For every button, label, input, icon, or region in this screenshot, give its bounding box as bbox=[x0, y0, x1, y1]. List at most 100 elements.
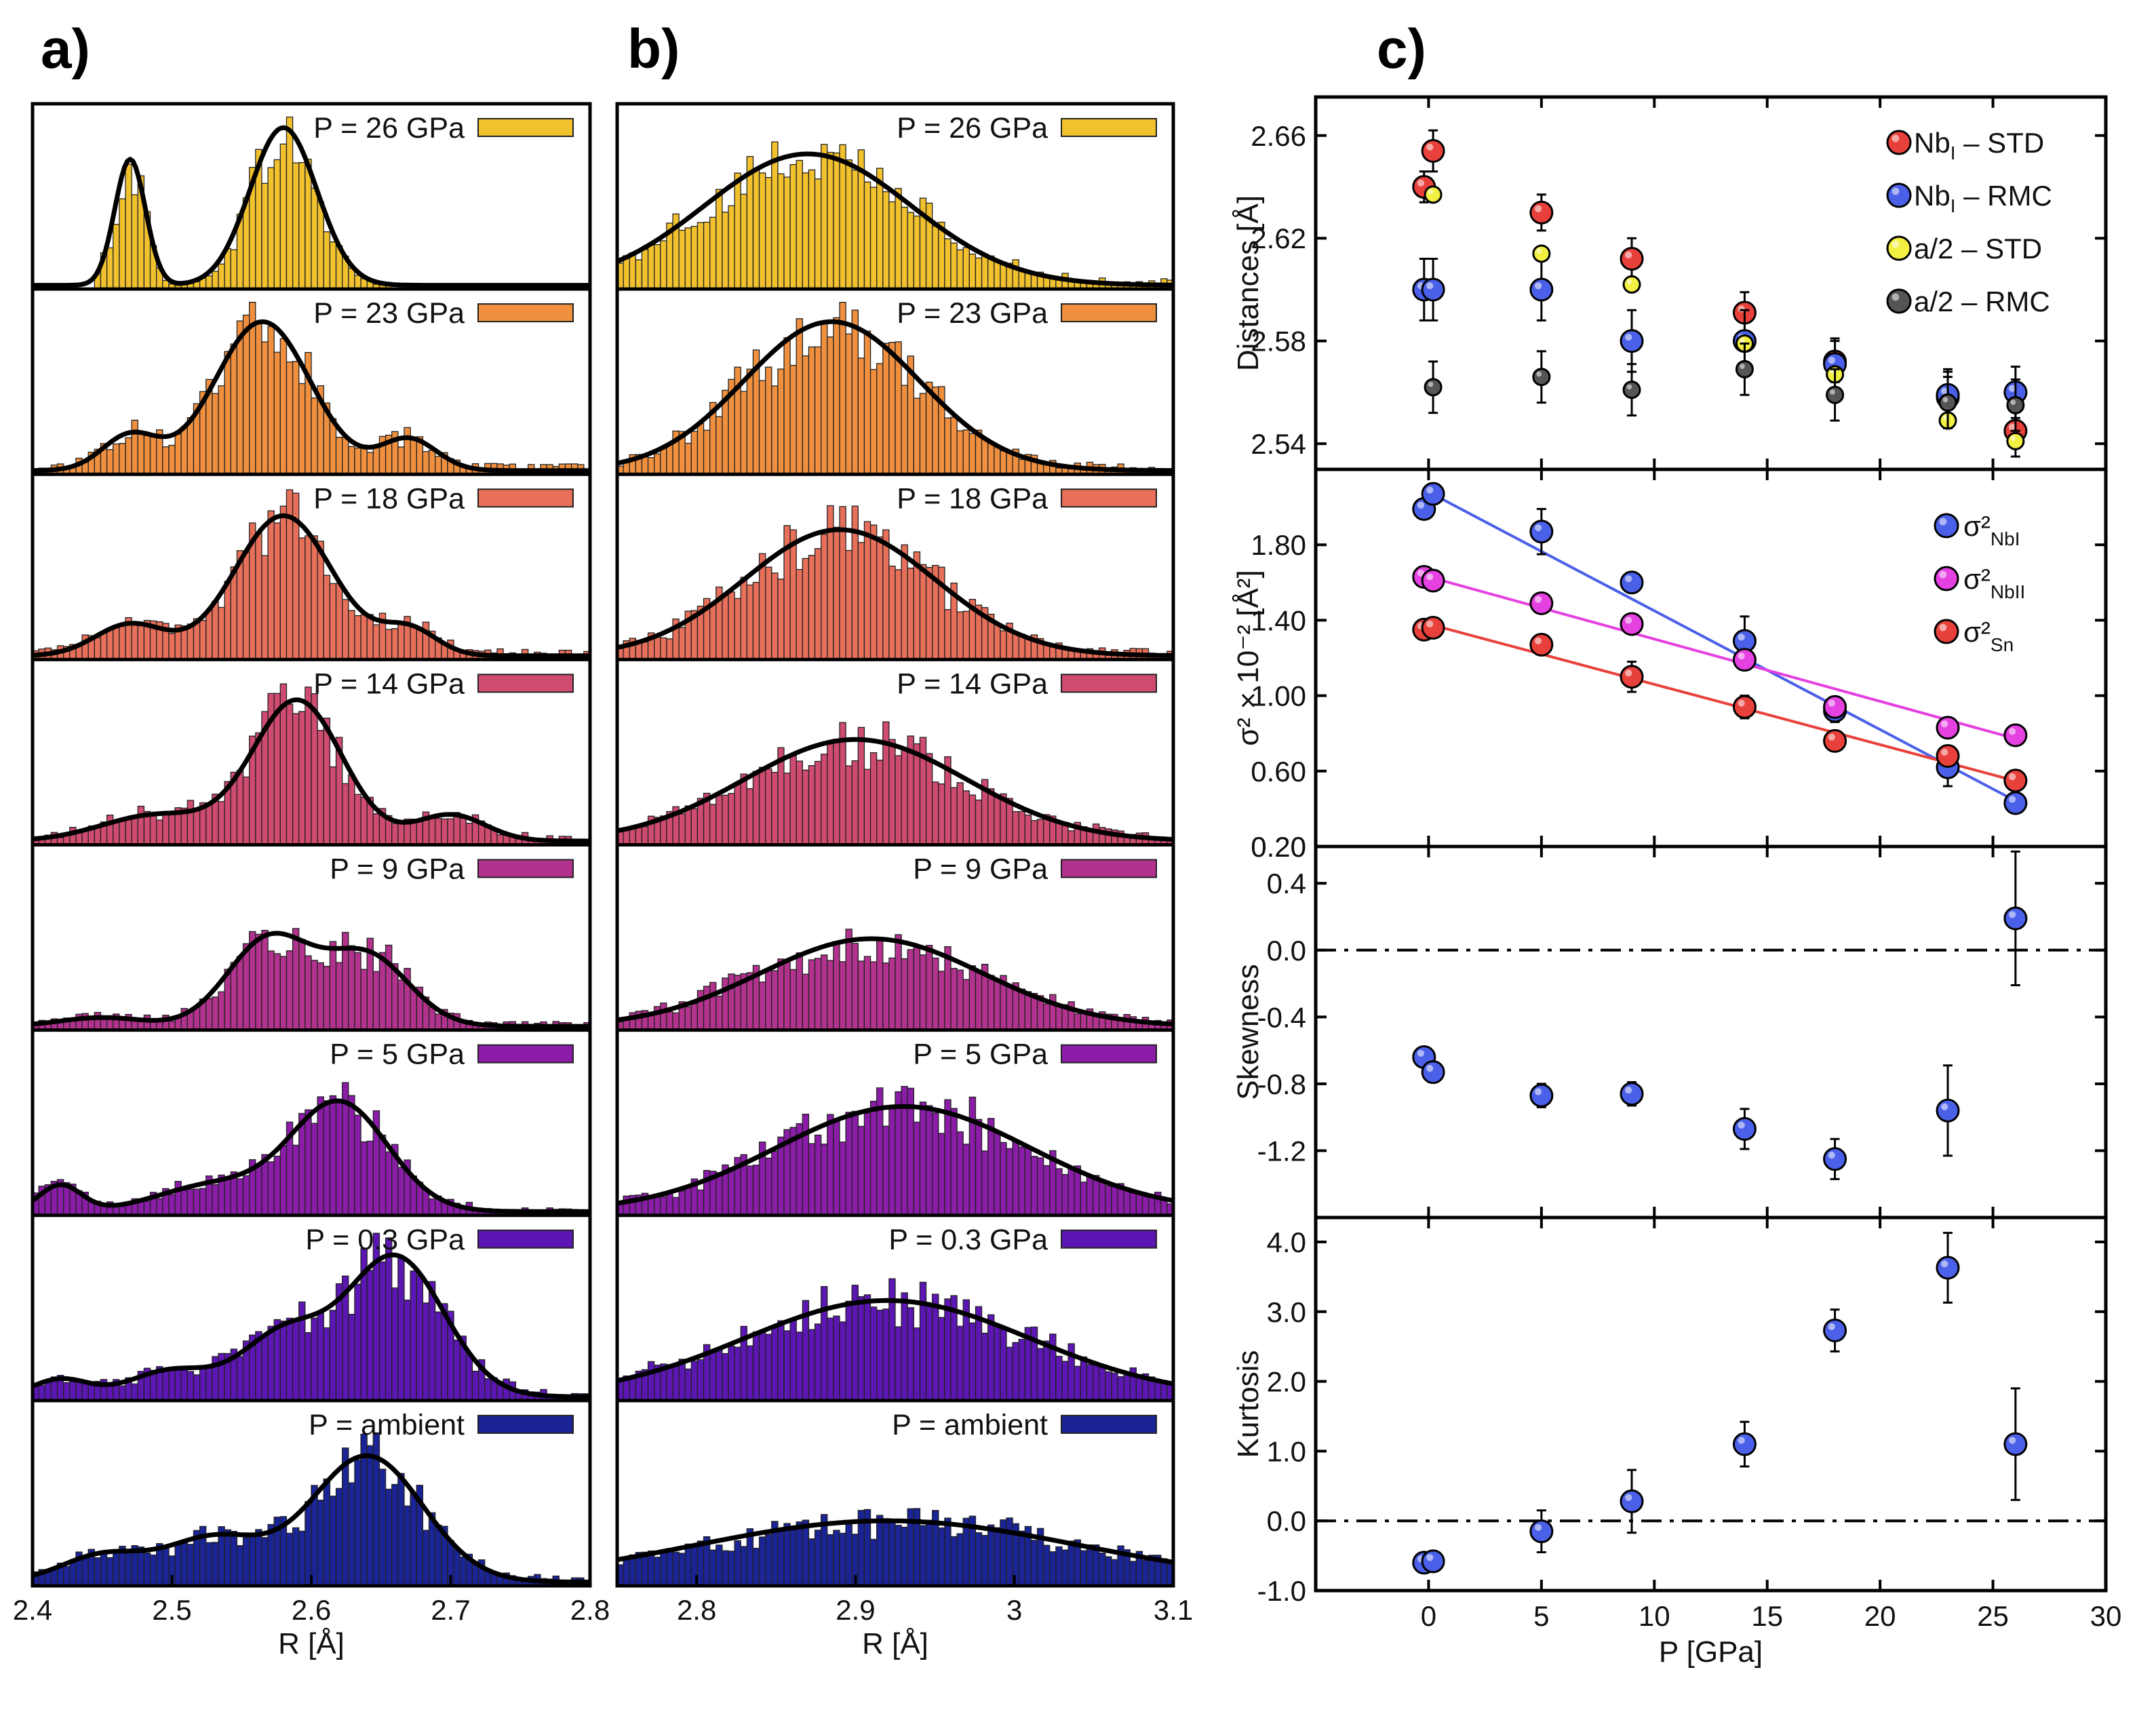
histogram-bar bbox=[863, 956, 871, 1030]
histogram-bar bbox=[366, 1445, 374, 1586]
histogram-bar bbox=[404, 1505, 411, 1586]
point-highlight bbox=[1828, 699, 1835, 707]
histogram-bar bbox=[168, 444, 176, 474]
envelope-curve bbox=[616, 151, 1173, 288]
histogram-bar bbox=[802, 172, 810, 289]
histogram-bar bbox=[106, 814, 114, 845]
histogram-bar bbox=[459, 1556, 467, 1586]
point-highlight bbox=[1941, 1260, 1948, 1268]
data-point bbox=[1424, 185, 1443, 204]
data-point bbox=[1532, 244, 1551, 263]
histogram-bar bbox=[113, 1553, 120, 1586]
histogram-bar bbox=[378, 952, 387, 1030]
histogram-bar bbox=[1024, 272, 1032, 289]
fit-line bbox=[1428, 623, 2016, 783]
histogram-bar bbox=[690, 1003, 699, 1030]
y-axis-label: Kurtosis bbox=[1232, 1350, 1265, 1458]
x-axis-label: R [Å] bbox=[278, 1627, 345, 1660]
histogram-bar bbox=[839, 961, 846, 1030]
histogram-bar bbox=[857, 1296, 865, 1401]
histogram-bar bbox=[292, 1527, 300, 1586]
histogram-bar bbox=[746, 368, 754, 474]
histogram-bar bbox=[335, 583, 343, 660]
histogram-bar bbox=[156, 1021, 163, 1030]
histogram-bar bbox=[833, 152, 840, 289]
histogram-bar bbox=[814, 346, 822, 474]
histogram-bar bbox=[329, 583, 337, 660]
histogram-bar bbox=[789, 1527, 797, 1586]
x-tick-label: 5 bbox=[1533, 1600, 1549, 1632]
pressure-label: P = 9 GPa bbox=[913, 853, 1048, 886]
histogram-bar bbox=[821, 1144, 828, 1215]
histogram-bar bbox=[137, 431, 145, 474]
histogram-bar bbox=[143, 1552, 151, 1586]
data-point bbox=[1934, 513, 1959, 539]
histogram-bar bbox=[348, 1095, 355, 1215]
histogram-bar bbox=[654, 1557, 661, 1586]
panel-c-label: c) bbox=[1377, 18, 1426, 80]
histogram-bar bbox=[863, 1112, 871, 1215]
legend-label: σ²NbII bbox=[1963, 563, 2025, 602]
data-point bbox=[1421, 277, 1445, 302]
histogram-bar bbox=[925, 1105, 933, 1215]
histogram-bar bbox=[311, 1123, 318, 1215]
histogram-bar bbox=[1000, 1327, 1007, 1401]
histogram-bar bbox=[709, 216, 717, 289]
point-highlight bbox=[2008, 911, 2016, 918]
histogram-bar bbox=[125, 163, 132, 289]
histogram-bar bbox=[397, 446, 405, 474]
histogram-bar bbox=[1049, 1551, 1057, 1586]
point-highlight bbox=[1625, 575, 1632, 583]
histogram-bar bbox=[635, 259, 643, 289]
histogram-bar bbox=[925, 1302, 933, 1401]
histogram-bar bbox=[975, 971, 983, 1030]
histogram-bar bbox=[869, 524, 878, 660]
x-tick-label: 20 bbox=[1864, 1600, 1896, 1632]
histogram-bar bbox=[261, 555, 269, 660]
histogram-bar bbox=[684, 1368, 692, 1401]
histogram-bar bbox=[410, 439, 417, 474]
histogram-bar bbox=[391, 628, 399, 660]
histogram-subpanel: P = 5 GPa bbox=[616, 1028, 1174, 1215]
histogram-bar bbox=[845, 765, 852, 845]
data-point bbox=[1529, 277, 1554, 302]
histogram-bar bbox=[1086, 1175, 1094, 1215]
histogram-bar bbox=[162, 814, 170, 845]
data-point bbox=[2006, 431, 2025, 450]
histogram-bar bbox=[125, 1552, 132, 1586]
histogram-bar bbox=[94, 637, 102, 660]
histogram-bar bbox=[348, 610, 355, 660]
histogram-bar bbox=[882, 529, 890, 660]
y-tick-label: 0.4 bbox=[1267, 868, 1306, 899]
histogram-bar bbox=[845, 549, 852, 660]
histogram-bar bbox=[802, 355, 810, 474]
histogram-bar bbox=[956, 611, 964, 660]
data-point bbox=[1421, 568, 1445, 593]
histogram-bar bbox=[1111, 1184, 1118, 1215]
histogram-bar bbox=[684, 227, 692, 289]
histogram-bar bbox=[975, 799, 983, 845]
y-axis-label: Distances [Å] bbox=[1232, 195, 1265, 371]
data-point bbox=[1934, 566, 1959, 591]
data-point bbox=[2003, 769, 2028, 793]
y-tick-label: 2.58 bbox=[1251, 326, 1306, 357]
histogram-bar bbox=[857, 357, 865, 474]
histogram-bar bbox=[255, 1529, 262, 1586]
histogram-bar bbox=[882, 721, 890, 845]
histogram-bar bbox=[789, 529, 797, 660]
panel-a: P = 26 GPa P = 23 GPa P = 18 GPa P = 14 GPa… bbox=[13, 102, 610, 1660]
legend-label-main: Nb bbox=[1914, 180, 1951, 212]
histogram-bar bbox=[895, 188, 902, 289]
histogram-bar bbox=[174, 1544, 182, 1586]
histogram-subpanel: P = ambient bbox=[32, 1399, 590, 1586]
histogram-bar bbox=[821, 954, 828, 1030]
histogram-bar bbox=[385, 1488, 393, 1586]
histogram-bar bbox=[218, 385, 225, 474]
histogram-bar bbox=[1049, 994, 1057, 1030]
histogram-bar bbox=[716, 189, 723, 289]
pressure-label: P = 5 GPa bbox=[330, 1038, 465, 1071]
histogram-bar bbox=[180, 1190, 188, 1215]
histogram-bar bbox=[808, 1143, 816, 1215]
histogram-bar bbox=[156, 819, 163, 845]
histogram-bar bbox=[641, 456, 649, 474]
